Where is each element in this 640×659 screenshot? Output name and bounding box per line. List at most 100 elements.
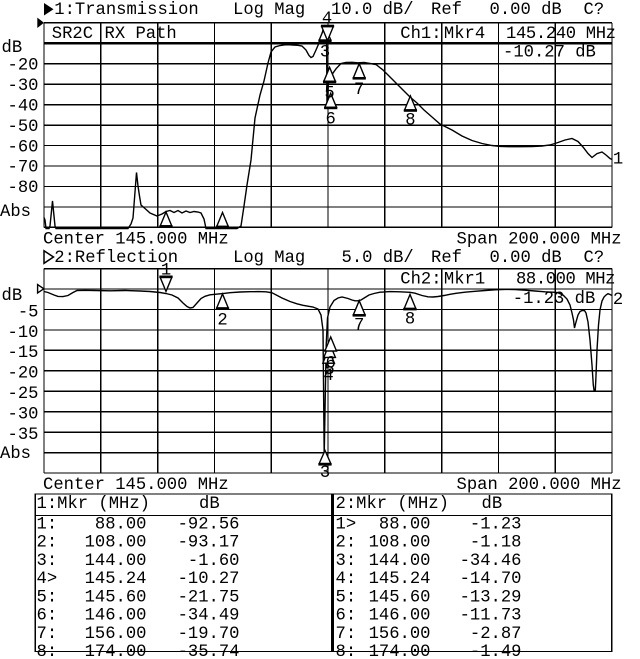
svg-text:7: 7	[354, 81, 364, 100]
svg-text:-5: -5	[18, 303, 39, 322]
svg-text:Mkr1: Mkr1	[444, 270, 485, 289]
svg-text:-93.17: -93.17	[178, 534, 240, 553]
svg-text:1:Transmission: 1:Transmission	[54, 1, 198, 20]
svg-text:-40: -40	[8, 97, 39, 116]
svg-text:Center 145.000 MHz: Center 145.000 MHz	[43, 230, 229, 249]
svg-text:156.00: 156.00	[369, 625, 431, 644]
svg-text:145.60: 145.60	[369, 588, 431, 607]
svg-text:Log Mag: Log Mag	[233, 249, 305, 268]
svg-text:4:: 4:	[336, 570, 357, 589]
svg-text:2:: 2:	[336, 534, 357, 553]
svg-text:-13.29: -13.29	[460, 588, 522, 607]
svg-text:88.00: 88.00	[379, 515, 431, 534]
svg-text:174.00: 174.00	[369, 643, 431, 659]
svg-text:-1.49: -1.49	[470, 643, 522, 659]
svg-text:-1.23: -1.23	[470, 515, 522, 534]
svg-text:145.24: 145.24	[85, 570, 147, 589]
svg-text:-70: -70	[8, 159, 39, 178]
svg-text:145.240 MHz: 145.240 MHz	[506, 25, 616, 44]
svg-text:6: 6	[326, 354, 336, 373]
svg-text:156.00: 156.00	[85, 625, 147, 644]
svg-text:dB: dB	[482, 495, 503, 514]
svg-text:-35: -35	[8, 426, 39, 445]
svg-text:-1.23 dB: -1.23 dB	[513, 290, 596, 309]
svg-text:1:Mkr (MHz): 1:Mkr (MHz)	[37, 495, 150, 514]
svg-text:-34.46: -34.46	[460, 552, 522, 571]
svg-text:Log Mag: Log Mag	[233, 1, 305, 20]
svg-text:Ref: Ref	[431, 1, 462, 20]
svg-text:0.00 dB: 0.00 dB	[490, 249, 562, 268]
svg-text:-60: -60	[8, 138, 39, 157]
svg-text:1>: 1>	[336, 515, 357, 534]
svg-text:-1.18: -1.18	[470, 534, 522, 553]
svg-text:3: 3	[320, 43, 330, 62]
svg-text:1: 1	[161, 262, 171, 281]
svg-text:SR2C: SR2C	[52, 25, 93, 44]
svg-text:8:: 8:	[37, 643, 58, 659]
svg-text:145.60: 145.60	[85, 588, 147, 607]
svg-text:108.00: 108.00	[369, 534, 431, 553]
svg-text:Abs: Abs	[0, 203, 31, 222]
svg-text:Ch2:: Ch2:	[400, 270, 441, 289]
svg-text:-15: -15	[8, 344, 39, 363]
svg-text:6:: 6:	[37, 607, 58, 626]
svg-text:C?: C?	[584, 249, 605, 268]
svg-text:3:: 3:	[336, 552, 357, 571]
svg-text:144.00: 144.00	[85, 552, 147, 571]
svg-text:Mkr4: Mkr4	[444, 25, 485, 44]
svg-text:88.000 MHz: 88.000 MHz	[516, 270, 616, 289]
svg-text:6: 6	[326, 111, 336, 130]
svg-text:C?: C?	[584, 1, 605, 20]
svg-text:1: 1	[613, 150, 623, 169]
svg-text:7:: 7:	[336, 625, 357, 644]
svg-text:8:: 8:	[336, 643, 357, 659]
svg-text:-92.56: -92.56	[178, 515, 240, 534]
svg-text:-34.49: -34.49	[178, 607, 240, 626]
svg-text:-14.70: -14.70	[460, 570, 522, 589]
svg-text:-35.74: -35.74	[178, 643, 240, 659]
svg-text:146.00: 146.00	[85, 607, 147, 626]
svg-text:-10.27: -10.27	[178, 570, 240, 589]
svg-text:-10: -10	[8, 324, 39, 343]
svg-text:-20: -20	[8, 365, 39, 384]
svg-text:145.24: 145.24	[369, 570, 431, 589]
svg-text:5: 5	[324, 85, 334, 104]
svg-text:7:: 7:	[37, 625, 58, 644]
svg-text:146.00: 146.00	[369, 607, 431, 626]
svg-text:5:: 5:	[336, 588, 357, 607]
svg-text:Abs: Abs	[0, 445, 31, 464]
svg-text:-50: -50	[8, 118, 39, 137]
svg-text:-10.27 dB: -10.27 dB	[503, 43, 596, 62]
svg-text:3:: 3:	[37, 552, 58, 571]
svg-text:-80: -80	[8, 179, 39, 198]
svg-text:Ref: Ref	[431, 249, 462, 268]
svg-text:10.0 dB/: 10.0 dB/	[331, 1, 414, 20]
svg-text:-11.73: -11.73	[460, 607, 522, 626]
svg-text:144.00: 144.00	[369, 552, 431, 571]
svg-text:-2.87: -2.87	[470, 625, 522, 644]
svg-text:5:: 5:	[37, 588, 58, 607]
svg-text:6:: 6:	[336, 607, 357, 626]
svg-text:3: 3	[320, 464, 330, 483]
svg-text:2:Mkr (MHz): 2:Mkr (MHz)	[336, 495, 449, 514]
svg-text:-25: -25	[8, 385, 39, 404]
svg-text:RX Path: RX Path	[105, 25, 177, 44]
svg-text:174.00: 174.00	[85, 643, 147, 659]
svg-text:-20: -20	[8, 56, 39, 75]
svg-text:2: 2	[613, 291, 623, 310]
svg-text:2: 2	[217, 311, 227, 330]
svg-text:-1.60: -1.60	[188, 552, 240, 571]
svg-text:Span 200.000 MHz: Span 200.000 MHz	[457, 476, 622, 495]
svg-text:4: 4	[322, 10, 332, 29]
svg-text:-19.70: -19.70	[178, 625, 240, 644]
svg-text:dB: dB	[2, 39, 23, 58]
svg-text:88.00: 88.00	[95, 515, 147, 534]
svg-text:8: 8	[405, 112, 415, 131]
svg-text:Span 200.000 MHz: Span 200.000 MHz	[457, 230, 622, 249]
svg-text:Ch1:: Ch1:	[400, 25, 441, 44]
svg-text:108.00: 108.00	[85, 534, 147, 553]
svg-text:dB: dB	[199, 495, 220, 514]
svg-text:0.00 dB: 0.00 dB	[490, 1, 562, 20]
svg-text:dB: dB	[2, 287, 23, 306]
svg-text:7: 7	[354, 317, 364, 336]
